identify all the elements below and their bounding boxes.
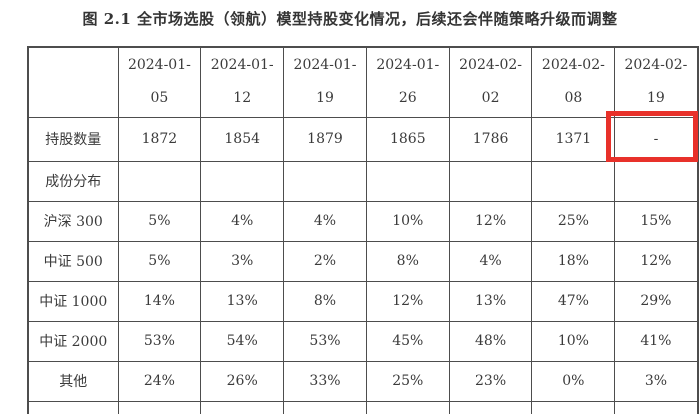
date-line1: 2024-02- xyxy=(541,57,605,74)
table-cell: 3% xyxy=(614,360,699,402)
table-cell: 25% xyxy=(365,360,450,402)
row-label: 其他 xyxy=(27,360,119,402)
table-row-clipped xyxy=(27,400,699,414)
table-row-csi2000: 中证 2000 53% 54% 53% 45% 48% 10% 41% xyxy=(27,320,699,362)
column-header: 2024-02- 02 xyxy=(448,46,533,118)
table-cell: 1786 xyxy=(448,116,533,162)
row-label: 持股数量 xyxy=(27,116,119,162)
table-cell xyxy=(448,400,533,414)
table-cell xyxy=(200,160,285,202)
table-cell xyxy=(614,400,699,414)
table-cell: 10% xyxy=(531,320,616,362)
table-cell: 18% xyxy=(531,240,616,282)
date-line2: 19 xyxy=(316,90,334,107)
table-cell xyxy=(531,160,616,202)
table-cell xyxy=(283,400,367,414)
table-row-csi500: 中证 500 5% 3% 2% 8% 4% 18% 12% xyxy=(27,240,699,282)
date-line1: 2024-02- xyxy=(459,57,523,74)
column-header: 2024-01- 05 xyxy=(117,46,202,118)
column-header: 2024-01- 19 xyxy=(283,46,367,118)
column-header: 2024-02- 08 xyxy=(531,46,616,118)
table-cell: 48% xyxy=(448,320,533,362)
table-cell: 12% xyxy=(614,240,699,282)
table-cell: 2% xyxy=(283,240,367,282)
table-cell: 3% xyxy=(200,240,285,282)
table-cell: 8% xyxy=(365,240,450,282)
date-line2: 02 xyxy=(481,90,500,107)
row-label: 沪深 300 xyxy=(27,200,119,242)
table-cell: 13% xyxy=(200,280,285,322)
column-header: 2024-02- 19 xyxy=(614,46,699,118)
table-cell: 26% xyxy=(200,360,285,402)
table-cell: 53% xyxy=(283,320,367,362)
table-cell: 12% xyxy=(365,280,450,322)
table-cell xyxy=(117,400,202,414)
row-label: 中证 1000 xyxy=(27,280,119,322)
figure-caption: 图 2.1 全市场选股（领航）模型持股变化情况，后续还会伴随策略升级而调整 xyxy=(82,10,618,28)
row-label: 成份分布 xyxy=(27,160,119,202)
table-row-csi1000: 中证 1000 14% 13% 8% 12% 13% 47% 29% xyxy=(27,280,699,322)
date-line1: 2024-01- xyxy=(127,57,191,74)
header-row: 2024-01- 05 2024-01- 12 2024-01- 19 2024-01… xyxy=(27,46,699,118)
table-cell: 4% xyxy=(200,200,285,242)
table-cell xyxy=(365,160,450,202)
table-row-other: 其他 24% 26% 33% 25% 23% 0% 3% xyxy=(27,360,699,402)
table-cell: 1854 xyxy=(200,116,285,162)
table-row-csi300: 沪深 300 5% 4% 4% 10% 12% 25% 15% xyxy=(27,200,699,242)
table-cell: 4% xyxy=(448,240,533,282)
table-cell: 33% xyxy=(283,360,367,402)
column-header: 2024-01- 12 xyxy=(200,46,285,118)
table-cell: 8% xyxy=(283,280,367,322)
table-cell: 5% xyxy=(117,200,202,242)
table-row-holding-count: 持股数量 1872 1854 1879 1865 1786 1371 - xyxy=(27,116,699,162)
table-cell: 1872 xyxy=(117,116,202,162)
table-cell xyxy=(448,160,533,202)
date-line2: 26 xyxy=(398,90,417,107)
table-cell xyxy=(531,400,616,414)
table-cell: 24% xyxy=(117,360,202,402)
table-cell: 14% xyxy=(117,280,202,322)
table-cell xyxy=(283,160,367,202)
table-cell: 13% xyxy=(448,280,533,322)
table-cell: 53% xyxy=(117,320,202,362)
table-cell: 47% xyxy=(531,280,616,322)
date-line2: 08 xyxy=(564,90,583,107)
table-row-composition-header: 成份分布 xyxy=(27,160,699,202)
row-label: 中证 500 xyxy=(27,240,119,282)
table-cell: 4% xyxy=(283,200,367,242)
table-cell: 15% xyxy=(614,200,699,242)
table-cell-highlighted: - xyxy=(614,116,699,162)
table-cell: 0% xyxy=(531,360,616,402)
table-cell: 1371 xyxy=(531,116,616,162)
table-cell: 5% xyxy=(117,240,202,282)
table-cell xyxy=(117,160,202,202)
column-header: 2024-01- 26 xyxy=(365,46,450,118)
table-cell: 1865 xyxy=(365,116,450,162)
table-cell: 12% xyxy=(448,200,533,242)
table-cell: 45% xyxy=(365,320,450,362)
table-cell: 29% xyxy=(614,280,699,322)
table-cell xyxy=(27,400,119,414)
table-cell: 41% xyxy=(614,320,699,362)
date-line1: 2024-01- xyxy=(293,57,357,74)
table-cell: 10% xyxy=(365,200,450,242)
date-line2: 05 xyxy=(150,90,169,107)
holdings-table: 2024-01- 05 2024-01- 12 2024-01- 19 2024-01… xyxy=(27,46,699,414)
date-line1: 2024-01- xyxy=(210,57,274,74)
date-line1: 2024-01- xyxy=(376,57,440,74)
date-line2: 12 xyxy=(233,90,252,107)
table-cell: 25% xyxy=(531,200,616,242)
table-cell xyxy=(365,400,450,414)
table-cell xyxy=(614,160,699,202)
date-line2: 19 xyxy=(647,90,665,107)
date-line1: 2024-02- xyxy=(624,57,688,74)
table-cell: 1879 xyxy=(283,116,367,162)
corner-cell xyxy=(27,46,119,118)
table-cell: 23% xyxy=(448,360,533,402)
row-label: 中证 2000 xyxy=(27,320,119,362)
table-cell xyxy=(200,400,285,414)
table-cell: 54% xyxy=(200,320,285,362)
